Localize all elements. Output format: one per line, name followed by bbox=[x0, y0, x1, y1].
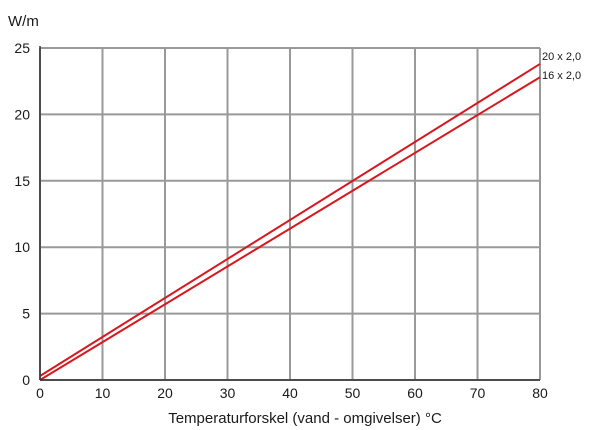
series-line-1 bbox=[39, 63, 541, 377]
plot-frame bbox=[39, 46, 540, 381]
x-tick-label: 80 bbox=[532, 385, 548, 401]
x-tick-label: 10 bbox=[95, 385, 111, 401]
series-labels: 20 x 2,0 16 x 2,0 bbox=[542, 51, 581, 82]
x-tick-label: 0 bbox=[36, 385, 44, 401]
y-tick-label: 20 bbox=[14, 106, 30, 122]
x-axis-label: Temperaturforskel (vand - omgivelser) °C bbox=[168, 410, 442, 427]
x-axis-ticks: 0 10 20 30 40 50 60 70 80 bbox=[36, 385, 548, 401]
y-axis-ticks: 0 5 10 15 20 25 bbox=[14, 40, 30, 388]
y-tick-label: 5 bbox=[22, 306, 30, 322]
y-tick-label: 25 bbox=[14, 40, 30, 56]
x-tick-label: 60 bbox=[407, 385, 423, 401]
y-tick-label: 15 bbox=[14, 173, 30, 189]
y-axis-label: W/m bbox=[8, 13, 39, 30]
grid bbox=[39, 47, 541, 381]
y-tick-label: 10 bbox=[14, 239, 30, 255]
x-tick-label: 40 bbox=[282, 385, 298, 401]
y-tick-label: 0 bbox=[22, 372, 30, 388]
series-lines bbox=[39, 63, 541, 381]
series-label-2: 16 x 2,0 bbox=[542, 70, 581, 82]
x-tick-label: 20 bbox=[157, 385, 173, 401]
x-tick-label: 50 bbox=[345, 385, 361, 401]
x-tick-label: 70 bbox=[470, 385, 486, 401]
x-tick-label: 30 bbox=[220, 385, 236, 401]
series-line-2 bbox=[39, 76, 541, 381]
series-label-1: 20 x 2,0 bbox=[542, 51, 581, 63]
